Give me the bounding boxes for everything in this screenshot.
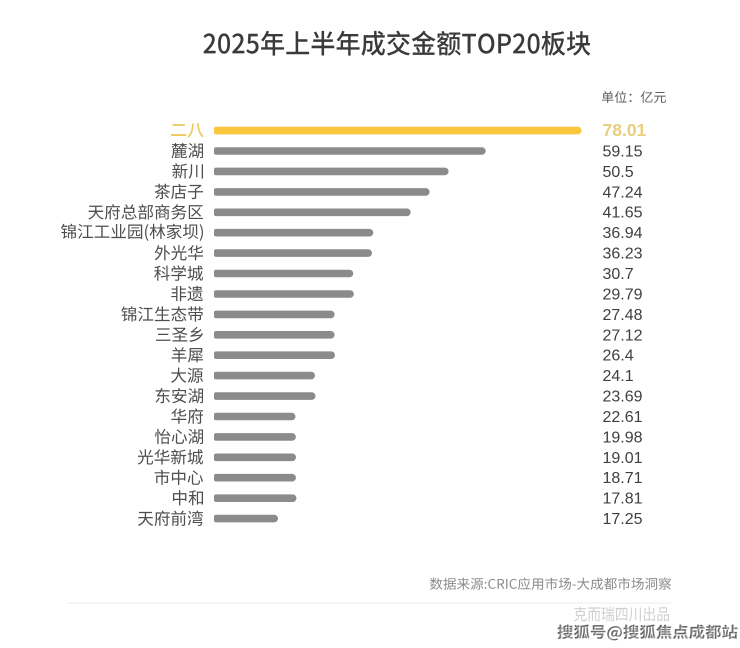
svg-text:36.94: 36.94	[603, 225, 643, 242]
svg-text:19.98: 19.98	[603, 429, 643, 446]
svg-text:19.01: 19.01	[603, 450, 643, 467]
svg-text:17.81: 17.81	[603, 491, 643, 508]
svg-text:17.25: 17.25	[603, 511, 643, 528]
svg-text:30.7: 30.7	[603, 266, 634, 283]
svg-text:36.23: 36.23	[603, 246, 643, 263]
svg-text:24.1: 24.1	[603, 368, 634, 385]
svg-text:29.79: 29.79	[603, 286, 643, 303]
svg-text:47.24: 47.24	[603, 184, 643, 201]
svg-text:27.12: 27.12	[603, 327, 643, 344]
svg-text:22.61: 22.61	[603, 409, 643, 426]
svg-text:50.5: 50.5	[603, 164, 634, 181]
svg-text:18.71: 18.71	[603, 470, 643, 487]
svg-text:41.65: 41.65	[603, 205, 643, 222]
svg-text:27.48: 27.48	[603, 307, 643, 324]
svg-text:59.15: 59.15	[603, 143, 643, 160]
svg-text:23.69: 23.69	[603, 389, 643, 406]
svg-text:26.4: 26.4	[603, 348, 634, 365]
svg-text:78.01: 78.01	[603, 120, 647, 140]
